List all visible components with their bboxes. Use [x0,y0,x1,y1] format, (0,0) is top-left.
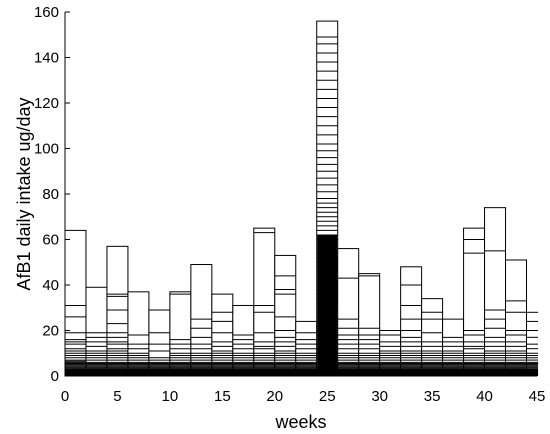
y-tick-label: 0 [51,368,59,385]
x-tick-label: 10 [162,388,179,405]
sample-lines-week-23 [295,332,317,376]
y-ticks: 0 20 40 60 80 100 120 140 160 [34,4,70,385]
x-tick-label: 20 [266,388,283,405]
y-tick-label: 120 [34,95,59,112]
bar-week-29 [358,273,381,377]
dense-sample-block [526,369,539,376]
sample-lines-layer [65,36,539,376]
y-tick-label: 160 [34,4,59,21]
bar-week-39 [463,227,486,377]
dense-sample-block [274,369,296,376]
x-tick-label: 0 [61,388,69,405]
dense-sample-block [358,369,380,376]
dense-sample-block [505,369,527,376]
sample-lines-week-13 [190,318,212,376]
sample-lines-week-33 [400,284,422,376]
bar-week-27 [337,248,360,377]
dense-sample-block [317,234,338,376]
sample-lines-week-43 [505,300,527,376]
dense-sample-block [337,369,359,376]
x-tick-label: 45 [529,388,546,405]
x-tick-label: 30 [371,388,388,405]
x-tick-label: 40 [476,388,493,405]
bar-week-43 [505,259,528,377]
sample-lines-week-7 [127,334,149,376]
sample-lines-week-39 [463,239,485,376]
dense-sample-block [127,369,149,376]
dense-sample-block [484,369,506,376]
bar-week-19 [253,227,276,377]
bar-week-5 [106,245,129,377]
dense-sample-block [65,369,86,376]
x-ticks: 0 5 10 15 20 25 30 35 40 45 [61,371,546,405]
sample-lines-week-11 [169,293,191,376]
y-tick-label: 100 [34,141,59,158]
sample-lines-week-29 [358,275,380,376]
sample-lines-week-21 [274,275,296,376]
sample-lines-week-1 [65,304,86,376]
x-tick-label: 35 [424,388,441,405]
dense-sample-block [295,369,317,376]
dense-sample-block [148,369,170,376]
sample-lines-week-37 [442,336,464,376]
y-tick-label: 140 [34,50,59,67]
bar-week-13 [190,264,213,377]
sample-lines-week-41 [484,250,506,376]
dense-sample-block [232,369,254,376]
y-tick-label: 80 [42,186,59,203]
sample-lines-week-3 [85,332,107,376]
y-tick-label: 60 [42,232,59,249]
sample-lines-week-19 [253,232,275,376]
sample-lines-week-31 [379,334,401,376]
sample-lines-week-9 [148,332,170,376]
x-tick-label: 15 [214,388,231,405]
y-tick-label: 20 [42,323,59,340]
dense-sample-block [190,369,212,376]
y-tick-label: 40 [42,277,59,294]
x-tick-label: 5 [113,388,121,405]
x-tick-label: 25 [319,388,336,405]
x-axis-label: weeks [274,412,326,432]
bars-layer [64,20,539,377]
sample-lines-week-17 [232,334,254,376]
sample-lines-week-45 [526,320,539,376]
dense-sample-block [169,369,191,376]
dense-sample-block [379,369,401,376]
dense-sample-block [400,369,422,376]
sample-lines-week-25 [316,36,338,376]
sample-lines-week-27 [337,277,359,376]
bar-week-1 [64,229,87,377]
dense-sample-block [442,369,464,376]
dense-sample-block [253,369,275,376]
y-axis-label: AfB1 daily intake ug/day [14,97,34,290]
dense-sample-block [463,369,485,376]
bar-week-37 [442,318,465,377]
dense-sample-block [85,369,107,376]
